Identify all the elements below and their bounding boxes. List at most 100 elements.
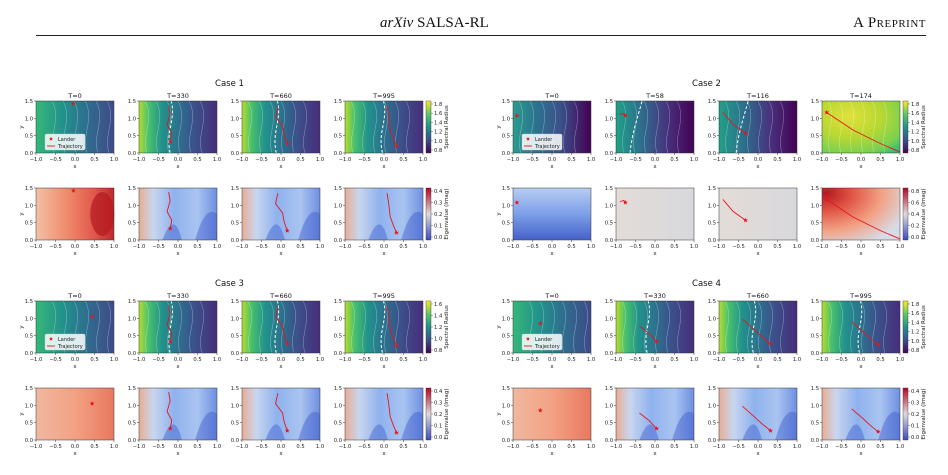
lander-marker — [394, 343, 399, 348]
case-2-group: Case 2T=0−1.0 −0.5 0.0 0.5 1.0x0.00.51.01.5y… — [496, 79, 927, 257]
lander-marker — [654, 338, 660, 344]
stability-boundary — [380, 100, 386, 154]
y-tick-label: 0.5 — [25, 421, 33, 427]
y-tick-label: 1.5 — [334, 186, 342, 192]
y-tick-label: 1.5 — [708, 386, 716, 392]
x-tick-label: 0.0 — [548, 357, 556, 363]
y-tick-label: 1.5 — [708, 186, 716, 192]
colorbar-tick-label: 0.4 — [911, 212, 920, 218]
x-tick-label: −1.0 — [816, 357, 829, 363]
x-tick-label: −1.0 — [30, 357, 43, 363]
lander-marker — [875, 342, 881, 347]
x-axis-label: x — [382, 451, 386, 457]
x-tick-label: −1.0 — [133, 244, 146, 250]
colorbar-label: Spectral Radius — [444, 105, 450, 149]
panel-time-label: T=660 — [746, 292, 769, 300]
x-tick-label: 0.5 — [296, 357, 304, 363]
stability-boundary — [645, 300, 650, 354]
y-tick-label: 0.0 — [231, 351, 239, 357]
radius-panel: T=0−1.0 −0.5 0.0 0.5 1.0x0.00.51.01.5yLander… — [496, 292, 595, 370]
imag-low-region — [162, 424, 182, 440]
y-tick-label: 1.5 — [231, 99, 239, 105]
y-tick-label: 0.5 — [502, 334, 510, 340]
y-tick-label: 0.0 — [334, 351, 342, 357]
y-tick-label: 1.5 — [811, 299, 819, 305]
colorbar-tick-label: 0.6 — [911, 201, 919, 207]
imag-low-region — [878, 411, 900, 440]
x-tick-label: 1.0 — [213, 444, 221, 450]
x-tick-label: −1.0 — [236, 444, 249, 450]
lander-marker — [514, 199, 520, 205]
x-tick-label: 0.5 — [773, 157, 781, 163]
lander-marker — [768, 341, 773, 346]
radius-panel: T=995−1.0 −0.5 0.0 0.5 1.0x0.00.51.01.5 1.61.… — [334, 292, 450, 370]
lander-marker — [89, 401, 95, 406]
lander-marker — [654, 425, 660, 431]
imag-panel: −1.0 −0.5 0.0 0.5 1.0x0.00.51.01.5 — [231, 186, 324, 257]
x-tick-label: −0.5 — [152, 244, 165, 250]
imag-panel: −1.0 −0.5 0.0 0.5 1.0x0.00.51.01.5y — [496, 186, 595, 257]
lander-marker — [167, 225, 173, 231]
x-tick-label: −1.0 — [507, 357, 520, 363]
lander-marker — [824, 196, 830, 202]
x-tick-label: −1.0 — [507, 244, 520, 250]
x-tick-label: 0.0 — [71, 244, 79, 250]
x-tick-label: 0.0 — [277, 157, 285, 163]
imag-panel: −1.0 −0.5 0.0 0.5 1.0x0.00.51.01.5 — [605, 386, 698, 457]
y-tick-label: 0.0 — [605, 151, 613, 157]
y-axis-label: y — [19, 325, 25, 329]
y-tick-label: 1.0 — [502, 316, 510, 322]
trajectory-line — [742, 318, 771, 344]
x-tick-label: −1.0 — [339, 357, 352, 363]
y-tick-label: 0.0 — [502, 151, 510, 157]
panel-time-label: T=0 — [544, 292, 559, 300]
x-tick-label: 0.5 — [296, 244, 304, 250]
x-tick-label: −0.5 — [255, 357, 268, 363]
y-tick-label: 1.5 — [128, 299, 136, 305]
x-tick-label: −0.5 — [526, 357, 539, 363]
trajectory-line — [851, 408, 879, 433]
heatmap-field — [822, 101, 900, 153]
y-tick-label: 0.5 — [231, 334, 239, 340]
x-tick-label: −1.0 — [30, 244, 43, 250]
colorbar-tick-label: 1.2 — [434, 130, 442, 136]
y-tick-label: 0.5 — [708, 221, 716, 227]
x-tick-label: 1.0 — [793, 357, 801, 363]
y-tick-label: 1.0 — [708, 403, 716, 409]
colorbar-tick-label: 1.6 — [434, 302, 442, 308]
heatmap-field — [345, 301, 423, 353]
x-tick-label: 0.5 — [876, 444, 884, 450]
x-tick-label: −1.0 — [236, 244, 249, 250]
lander-marker — [284, 341, 290, 346]
colorbar-tick-label: 1.0 — [434, 139, 442, 145]
trajectory-line — [386, 306, 397, 346]
colorbar-tick-label: 1.4 — [434, 314, 443, 320]
y-tick-label: 0.5 — [811, 421, 819, 427]
case-3-group: Case 3T=0−1.0 −0.5 0.0 0.5 1.0x0.00.51.01.5y… — [19, 279, 450, 457]
panel-time-label: T=995 — [849, 292, 872, 300]
x-tick-label: 0.0 — [548, 444, 556, 450]
x-tick-label: −1.0 — [339, 444, 352, 450]
x-axis-label: x — [279, 364, 283, 370]
panel-time-label: T=995 — [372, 92, 395, 100]
lander-marker — [284, 141, 290, 146]
colorbar-label: Spectral Radius — [921, 105, 927, 149]
colorbar-tick-label: 1.0 — [434, 337, 442, 343]
x-tick-label: −0.5 — [358, 357, 371, 363]
x-tick-label: 1.0 — [690, 444, 698, 450]
lander-marker — [743, 217, 748, 223]
y-tick-label: 1.5 — [25, 186, 33, 192]
x-axis-label: x — [382, 364, 386, 370]
y-tick-label: 0.0 — [334, 151, 342, 157]
y-tick-label: 1.0 — [811, 116, 819, 122]
x-axis-label: x — [859, 451, 863, 457]
radius-panel: T=0−1.0 −0.5 0.0 0.5 1.0x0.00.51.01.5yLander… — [496, 92, 595, 170]
y-tick-label: 1.5 — [334, 386, 342, 392]
x-axis-label: x — [550, 364, 554, 370]
colorbar-label: Spectral Radius — [444, 305, 450, 349]
colorbar: 0.4 0.3 0.2 0.1 0.0 Eigenvalue (Imag) — [425, 387, 450, 441]
y-tick-label: 0.5 — [502, 221, 510, 227]
x-tick-label: −0.5 — [152, 444, 165, 450]
